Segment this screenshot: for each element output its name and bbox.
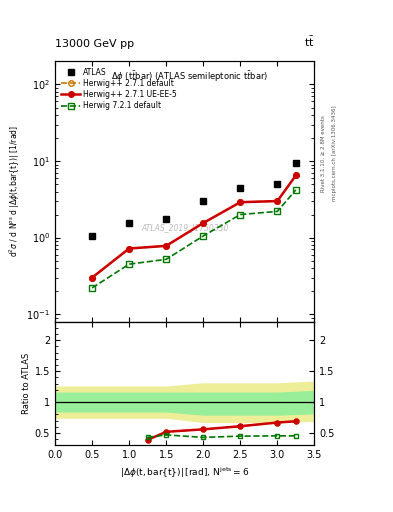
Herwig++ 2.7.1 UE-EE-5 — [90, 274, 94, 281]
Line: Herwig 7.2.1 default: Herwig 7.2.1 default — [89, 187, 299, 291]
Herwig++ 2.7.1 default — [201, 220, 206, 226]
Herwig++ 2.7.1 default — [127, 245, 132, 251]
Herwig 7.2.1 default — [238, 211, 242, 218]
Text: ATLAS_2019_I1750330: ATLAS_2019_I1750330 — [141, 223, 228, 232]
Herwig++ 2.7.1 default — [90, 274, 94, 281]
Text: $\Delta\phi$ (t$\bar{t}$bar) (ATLAS semileptonic t$\bar{t}$bar): $\Delta\phi$ (t$\bar{t}$bar) (ATLAS semi… — [111, 69, 268, 84]
Herwig 7.2.1 default — [201, 233, 206, 239]
Herwig 7.2.1 default — [275, 208, 280, 215]
Text: Rivet 3.1.10, ≥ 2.8M events: Rivet 3.1.10, ≥ 2.8M events — [320, 115, 325, 192]
Herwig 7.2.1 default — [164, 257, 169, 263]
Line: ATLAS: ATLAS — [89, 160, 299, 239]
Herwig++ 2.7.1 UE-EE-5 — [201, 220, 206, 226]
Text: 13000 GeV pp: 13000 GeV pp — [55, 38, 134, 49]
Line: Herwig++ 2.7.1 UE-EE-5: Herwig++ 2.7.1 UE-EE-5 — [89, 173, 299, 281]
ATLAS — [201, 198, 206, 204]
ATLAS — [294, 160, 298, 166]
Herwig 7.2.1 default — [90, 285, 94, 291]
Y-axis label: d$^2\sigma$ / d N$^{ps}$ d |$\Delta\phi$(t,bar{t})| [1/rad]: d$^2\sigma$ / d N$^{ps}$ d |$\Delta\phi$… — [8, 125, 22, 258]
ATLAS — [90, 233, 94, 239]
Herwig 7.2.1 default — [127, 261, 132, 267]
Y-axis label: Ratio to ATLAS: Ratio to ATLAS — [22, 353, 31, 414]
Herwig++ 2.7.1 default — [275, 198, 280, 204]
X-axis label: $|\Delta\phi(\mathrm{t,bar\{t\}})|\,[\mathrm{rad}],\,\mathrm{N^{jets} = 6}$: $|\Delta\phi(\mathrm{t,bar\{t\}})|\,[\ma… — [120, 466, 250, 480]
Herwig 7.2.1 default — [294, 187, 298, 193]
ATLAS — [164, 216, 169, 222]
Herwig++ 2.7.1 default — [238, 199, 242, 205]
Herwig++ 2.7.1 default — [164, 243, 169, 249]
Herwig++ 2.7.1 UE-EE-5 — [294, 173, 298, 179]
Herwig++ 2.7.1 UE-EE-5 — [238, 199, 242, 205]
Text: mcplots.cern.ch [arXiv:1306.3436]: mcplots.cern.ch [arXiv:1306.3436] — [332, 106, 337, 201]
ATLAS — [275, 181, 280, 187]
Herwig++ 2.7.1 UE-EE-5 — [127, 245, 132, 251]
Herwig++ 2.7.1 UE-EE-5 — [275, 198, 280, 204]
Text: t$\bar{\mathrm{t}}$: t$\bar{\mathrm{t}}$ — [304, 34, 314, 49]
ATLAS — [238, 184, 242, 190]
Herwig++ 2.7.1 UE-EE-5 — [164, 243, 169, 249]
Line: Herwig++ 2.7.1 default: Herwig++ 2.7.1 default — [89, 173, 299, 281]
Herwig++ 2.7.1 default — [294, 173, 298, 179]
ATLAS — [127, 220, 132, 226]
Legend: ATLAS, Herwig++ 2.7.1 default, Herwig++ 2.7.1 UE-EE-5, Herwig 7.2.1 default: ATLAS, Herwig++ 2.7.1 default, Herwig++ … — [59, 65, 179, 113]
